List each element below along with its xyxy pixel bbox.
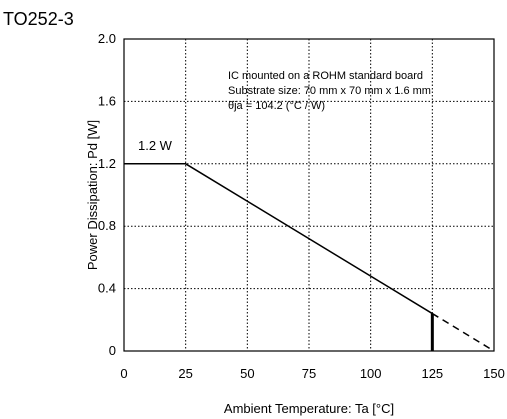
- annotation-notes: IC mounted on a ROHM standard board Subs…: [228, 70, 431, 112]
- x-tick-label: 25: [178, 366, 192, 381]
- peak-label: 1.2 W: [138, 138, 173, 153]
- x-tick-label: 150: [483, 366, 505, 381]
- x-tick-labels: 0 25 50 75 100 125 150: [120, 366, 504, 381]
- x-axis-label: Ambient Temperature: Ta [°C]: [224, 401, 394, 416]
- x-tick-label: 0: [120, 366, 127, 381]
- y-tick-label: 0: [109, 343, 116, 358]
- grid: [124, 39, 494, 351]
- x-tick-label: 100: [360, 366, 382, 381]
- annotation-note-3: θja = 104.2 (°C / W): [228, 100, 325, 112]
- x-tick-label: 50: [240, 366, 254, 381]
- x-tick-label: 75: [302, 366, 316, 381]
- derating-line: [124, 163, 433, 315]
- series: [124, 163, 495, 352]
- y-tick-label: 0.4: [98, 281, 116, 296]
- y-tick-label: 2.0: [98, 31, 116, 46]
- y-tick-labels: 0 0.4 0.8 1.2 1.6 2.0: [98, 31, 116, 358]
- y-tick-label: 1.6: [98, 93, 116, 108]
- y-tick-label: 0.8: [98, 218, 116, 233]
- chart-title: TO252-3: [3, 9, 74, 29]
- y-tick-label: 1.2: [98, 156, 116, 171]
- x-tick-label: 125: [421, 366, 443, 381]
- plot-frame: [123, 38, 495, 352]
- derating-line-extension: [431, 312, 495, 352]
- annotation-note-1: IC mounted on a ROHM standard board: [228, 70, 423, 82]
- y-axis-label: Power Dissipation: Pd [W]: [85, 120, 100, 270]
- annotation-note-2: Substrate size: 70 mm x 70 mm x 1.6 mm: [228, 85, 431, 97]
